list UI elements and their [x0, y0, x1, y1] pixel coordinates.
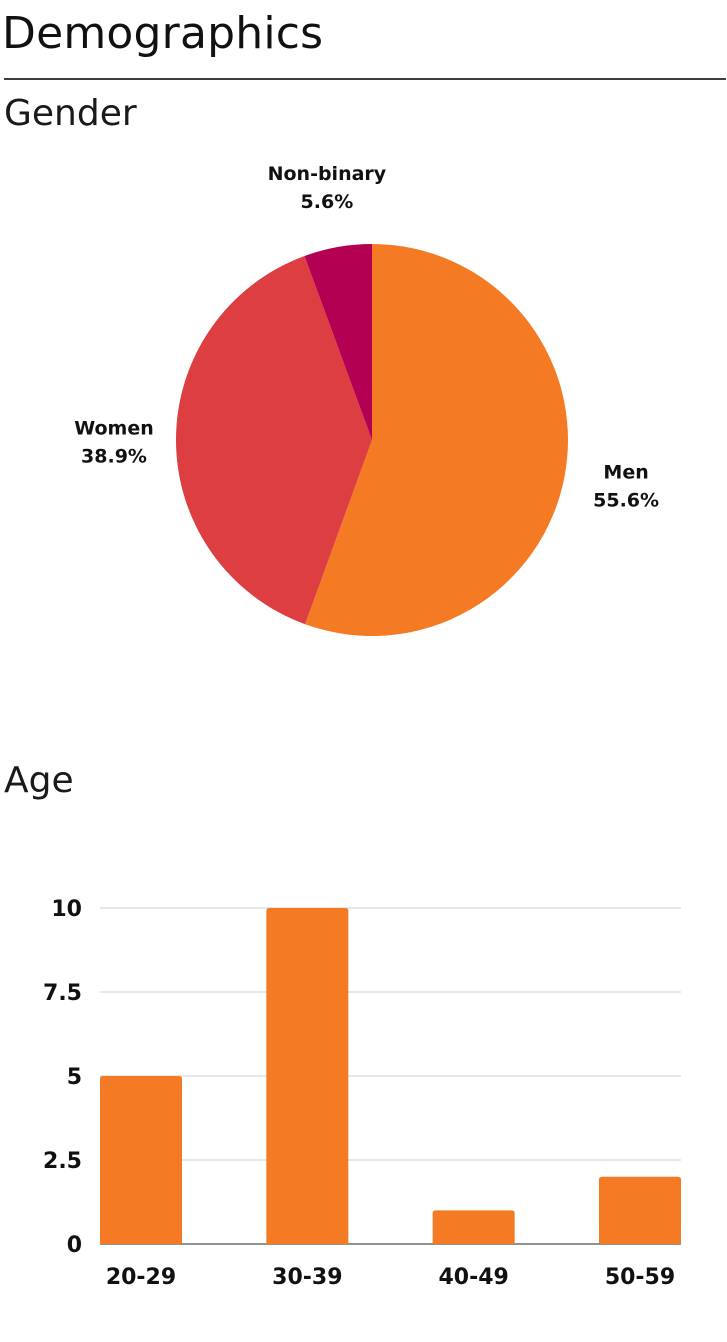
pie-slice-women [175, 255, 372, 625]
x-tick-label: 50-59 [605, 1265, 675, 1290]
x-tick-label: 40-49 [438, 1265, 508, 1290]
age-bar-chart: 0 2.5 5 7.5 10 20-29 30-39 40-49 50-59 [43, 897, 681, 1290]
pie-label-men: Men [603, 462, 648, 484]
bar-40-49 [432, 1210, 515, 1244]
age-section-title: Age [4, 760, 74, 801]
y-tick-label: 5 [67, 1065, 82, 1090]
pie-value-women: 38.9% [81, 445, 147, 467]
pie-value-non-binary: 5.6% [301, 191, 354, 213]
bar-30-39 [266, 908, 349, 1244]
gender-section-title: Gender [4, 93, 137, 134]
page-title: Demographics [2, 8, 324, 59]
x-tick-label: 30-39 [272, 1265, 342, 1290]
pie-slice-men [305, 244, 568, 636]
pie-slice-non-binary [304, 244, 372, 440]
pie-label-non-binary: Non-binary [268, 163, 387, 185]
x-tick-label: 20-29 [106, 1265, 176, 1290]
pie-value-men: 55.6% [593, 490, 659, 512]
bar-20-29 [100, 1076, 182, 1244]
y-tick-label: 0 [67, 1233, 82, 1258]
y-tick-label: 10 [51, 897, 82, 922]
y-tick-label: 7.5 [43, 981, 82, 1006]
bar-50-59 [599, 1176, 681, 1244]
title-divider [4, 78, 726, 80]
pie-label-women: Women [74, 417, 154, 439]
y-tick-label: 2.5 [43, 1149, 82, 1174]
gender-pie-chart: Men 55.6% Women 38.9% Non-binary 5.6% [74, 163, 659, 636]
